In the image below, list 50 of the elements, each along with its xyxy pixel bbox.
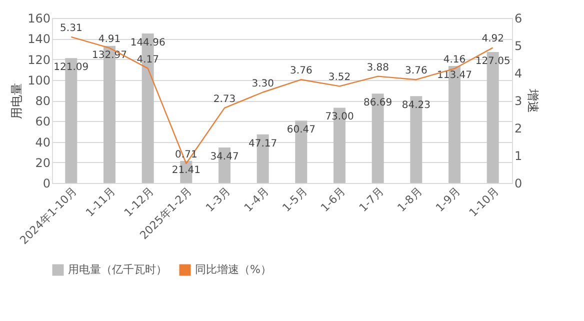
x-tick-label: 1-6月 xyxy=(318,184,348,214)
data-label: 4.91 xyxy=(98,34,121,45)
data-label: 73.00 xyxy=(325,112,354,123)
data-label: 121.09 xyxy=(54,62,89,74)
y2-axis-title: 增速 xyxy=(526,88,540,113)
data-label: 4.16 xyxy=(443,54,466,66)
data-label: 5.31 xyxy=(60,22,82,34)
data-label: 86.69 xyxy=(364,98,392,109)
x-tick-label: 1-7月 xyxy=(356,184,386,214)
data-label: 144.96 xyxy=(130,38,166,49)
y-tick-label: 40 xyxy=(35,135,50,150)
y-tick-label: 60 xyxy=(35,114,50,129)
x-tick-label: 1-4月 xyxy=(242,184,272,214)
data-label: 132.97 xyxy=(92,50,127,61)
y-tick-label: 0 xyxy=(42,176,50,190)
y2-tick-label: 2 xyxy=(514,122,522,136)
data-label: 2.73 xyxy=(213,94,236,105)
x-tick-label: 1-8月 xyxy=(394,184,425,214)
y-tick-label: 20 xyxy=(35,156,50,170)
data-label: 4.17 xyxy=(136,54,159,66)
x-tick-label: 1-9月 xyxy=(433,184,463,214)
legend-label: 用电量（亿千瓦时） xyxy=(68,263,167,276)
x-tick-label: 1-5月 xyxy=(280,184,310,214)
data-label: 3.88 xyxy=(366,62,389,74)
data-label: 127.05 xyxy=(475,56,510,67)
y2-tick-label: 6 xyxy=(514,12,522,26)
x-tick-label: 1-3月 xyxy=(203,184,233,214)
data-label: 84.23 xyxy=(402,100,430,112)
data-label: 3.30 xyxy=(252,78,274,90)
data-label: 4.92 xyxy=(482,34,504,45)
y-tick-label: 160 xyxy=(28,12,50,26)
y2-tick-label: 0 xyxy=(514,176,522,190)
data-label: 60.47 xyxy=(286,124,316,136)
data-label: 21.41 xyxy=(172,164,200,176)
data-label: 3.76 xyxy=(405,66,428,77)
y2-tick-label: 1 xyxy=(514,149,522,163)
y-tick-label: 120 xyxy=(28,52,50,67)
y2-tick-label: 3 xyxy=(514,94,522,108)
y-axis-title: 用电量 xyxy=(10,83,24,119)
y-tick-label: 140 xyxy=(28,32,50,46)
legend-label: 同比增速（%） xyxy=(195,263,272,276)
data-label: 3.76 xyxy=(290,66,312,77)
data-label: 113.47 xyxy=(437,70,472,81)
data-label: 47.17 xyxy=(248,138,278,150)
y-tick-label: 80 xyxy=(35,94,50,108)
y-tick-label: 100 xyxy=(28,73,50,88)
y2-tick-label: 4 xyxy=(514,66,522,80)
y2-tick-label: 5 xyxy=(514,39,522,53)
data-label: 3.52 xyxy=(328,72,351,84)
data-label: 34.47 xyxy=(210,151,239,162)
